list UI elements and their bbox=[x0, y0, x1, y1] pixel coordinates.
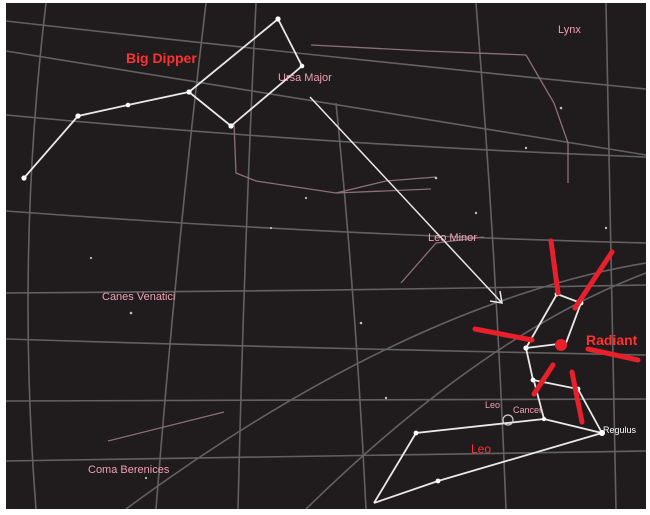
label-big-dipper: Big Dipper bbox=[126, 50, 197, 66]
label-leo: Leo bbox=[471, 442, 491, 456]
label-ursa-major: Ursa Major bbox=[278, 72, 332, 84]
big-dipper-stars bbox=[21, 16, 305, 181]
label-canes-venatici: Canes Venatici bbox=[102, 291, 175, 303]
big-dipper-lines bbox=[23, 17, 304, 179]
coordinate-grid bbox=[6, 3, 646, 509]
faint-constellation-lines bbox=[107, 44, 569, 442]
label-coma-berenices: Coma Berenices bbox=[88, 464, 170, 476]
label-leo-cancer-2: Cancer bbox=[513, 405, 542, 415]
pointer-arrow bbox=[309, 96, 503, 304]
cluster-marker bbox=[502, 414, 514, 426]
label-leo-minor: Leo Minor bbox=[428, 232, 477, 244]
label-radiant: Radiant bbox=[586, 332, 638, 348]
sky-chart: Big Dipper Ursa Major Lynx Leo Minor Can… bbox=[6, 3, 646, 509]
sky-background bbox=[6, 3, 646, 509]
radiant-burst bbox=[472, 238, 641, 425]
background-stars bbox=[89, 106, 608, 480]
radiant-point bbox=[555, 339, 567, 351]
label-leo-cancer-1: Leo bbox=[485, 400, 500, 410]
label-lynx: Lynx bbox=[558, 24, 581, 36]
label-regulus: Regulus bbox=[603, 425, 637, 435]
